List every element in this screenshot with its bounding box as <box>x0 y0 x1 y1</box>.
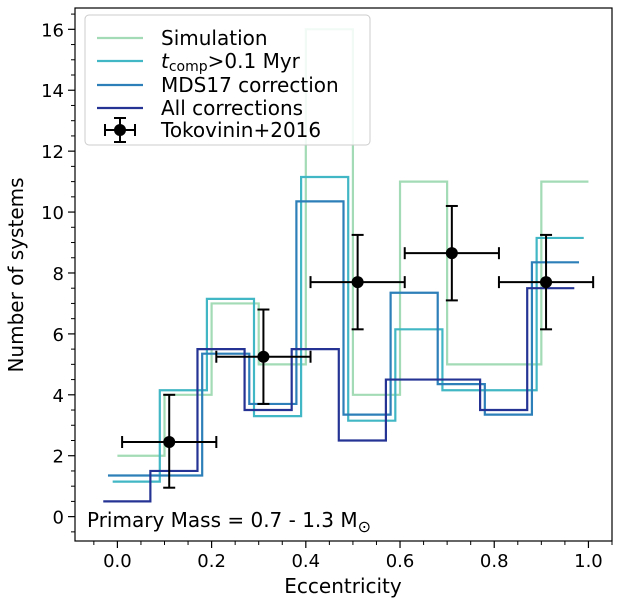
observation-point-3 <box>309 233 406 331</box>
data-point-marker <box>351 276 364 289</box>
data-point-marker <box>163 436 176 449</box>
observation-point-2 <box>215 308 312 405</box>
legend-label: tcomp>0.1 Myr <box>161 49 301 75</box>
histogram-series-3 <box>107 200 580 477</box>
legend-label: Tokovinin+2016 <box>160 118 321 142</box>
data-point-marker <box>540 276 553 289</box>
mass-annotation: Primary Mass = 0.7 - 1.3 M⊙ <box>87 508 371 536</box>
y-tick-label: 4 <box>53 386 64 407</box>
axis-ticks: 0.0 0.2 0.4 0.6 0.8 1.0 0 2 4 6 8 10 12 14 16 <box>41 13 613 572</box>
y-tick-label: 12 <box>41 142 64 163</box>
y-tick-label: 10 <box>41 203 64 224</box>
plot-content <box>103 28 595 503</box>
observation-point-1 <box>121 393 218 489</box>
sun-symbol: ⊙ <box>358 517 371 536</box>
y-tick-label: 14 <box>41 81 64 102</box>
x-tick-label: 0.6 <box>386 551 415 572</box>
histogram-series-4 <box>103 287 575 503</box>
legend-label: All corrections <box>161 96 303 120</box>
legend-label: MDS17 correction <box>161 73 339 97</box>
legend-label: Simulation <box>161 26 268 50</box>
y-tick-label: 6 <box>53 325 64 346</box>
observation-point-4 <box>403 204 500 302</box>
y-tick-label: 0 <box>53 508 64 529</box>
x-axis-label: Eccentricity <box>284 574 402 598</box>
data-point-marker <box>257 350 270 363</box>
y-axis-label: Number of systems <box>4 177 28 372</box>
y-tick-label: 16 <box>41 20 64 41</box>
mass-annotation-text: Primary Mass = 0.7 - 1.3 M <box>87 508 358 532</box>
plot-frame <box>74 7 613 542</box>
x-tick-label: 1.0 <box>574 551 603 572</box>
data-point-marker <box>445 247 458 260</box>
histogram-series-2 <box>112 175 584 483</box>
legend-obs-marker <box>114 124 126 136</box>
y-tick-label: 2 <box>53 447 64 468</box>
x-tick-label: 0.8 <box>480 551 509 572</box>
legend-box <box>84 14 371 146</box>
x-tick-label: 0.4 <box>291 551 320 572</box>
observation-point-5 <box>497 233 595 331</box>
x-tick-label: 0.0 <box>103 551 132 572</box>
x-tick-label: 0.2 <box>197 551 226 572</box>
y-tick-label: 8 <box>53 264 64 285</box>
